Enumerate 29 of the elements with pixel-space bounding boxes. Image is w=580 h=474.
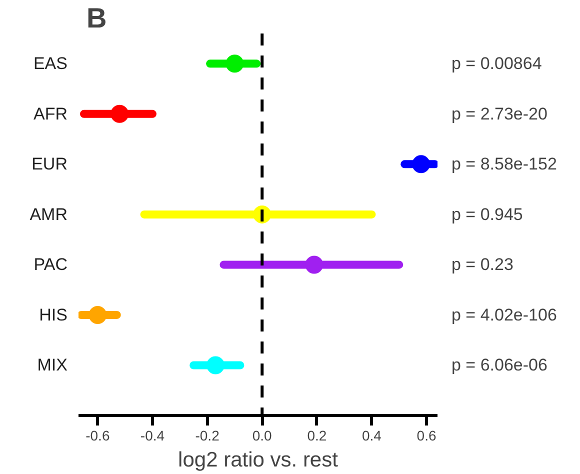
x-tick-label: 0.0	[252, 428, 272, 444]
y-tick-label: EAS	[33, 54, 68, 74]
y-tick-label: HIS	[39, 305, 68, 324]
x-tick-label: 0.2	[307, 428, 327, 444]
point	[226, 54, 244, 73]
point	[412, 155, 430, 174]
y-tick-label: EUR	[32, 154, 68, 174]
text: p = 6.06e-06	[452, 356, 548, 375]
y-tick-label: MIX	[37, 356, 68, 375]
x-tick-label: -0.2	[195, 428, 220, 444]
point	[206, 356, 225, 374]
y-tick-label: AMR	[30, 204, 68, 224]
y-tick-label: AFR	[34, 104, 68, 124]
text: p = 0.23	[452, 255, 514, 274]
y-tick-label: PAC	[34, 255, 68, 274]
chart-title: B	[86, 2, 107, 34]
point	[110, 104, 129, 123]
x-tick-label: 0.4	[362, 428, 382, 444]
text: p = 0.00864	[452, 54, 542, 74]
x-axis-title: log2 ratio vs. rest	[178, 448, 338, 472]
text: p = 4.02e-106	[452, 305, 557, 324]
text: p = 8.58e-152	[452, 154, 557, 174]
x-tick-label: 0.6	[416, 428, 436, 444]
x-tick-label: -0.4	[140, 428, 165, 444]
point	[305, 256, 324, 274]
x-tick-label: -0.6	[86, 428, 110, 444]
point	[88, 306, 107, 324]
text: p = 0.945	[452, 204, 523, 224]
text: p = 2.73e-20	[452, 104, 548, 124]
